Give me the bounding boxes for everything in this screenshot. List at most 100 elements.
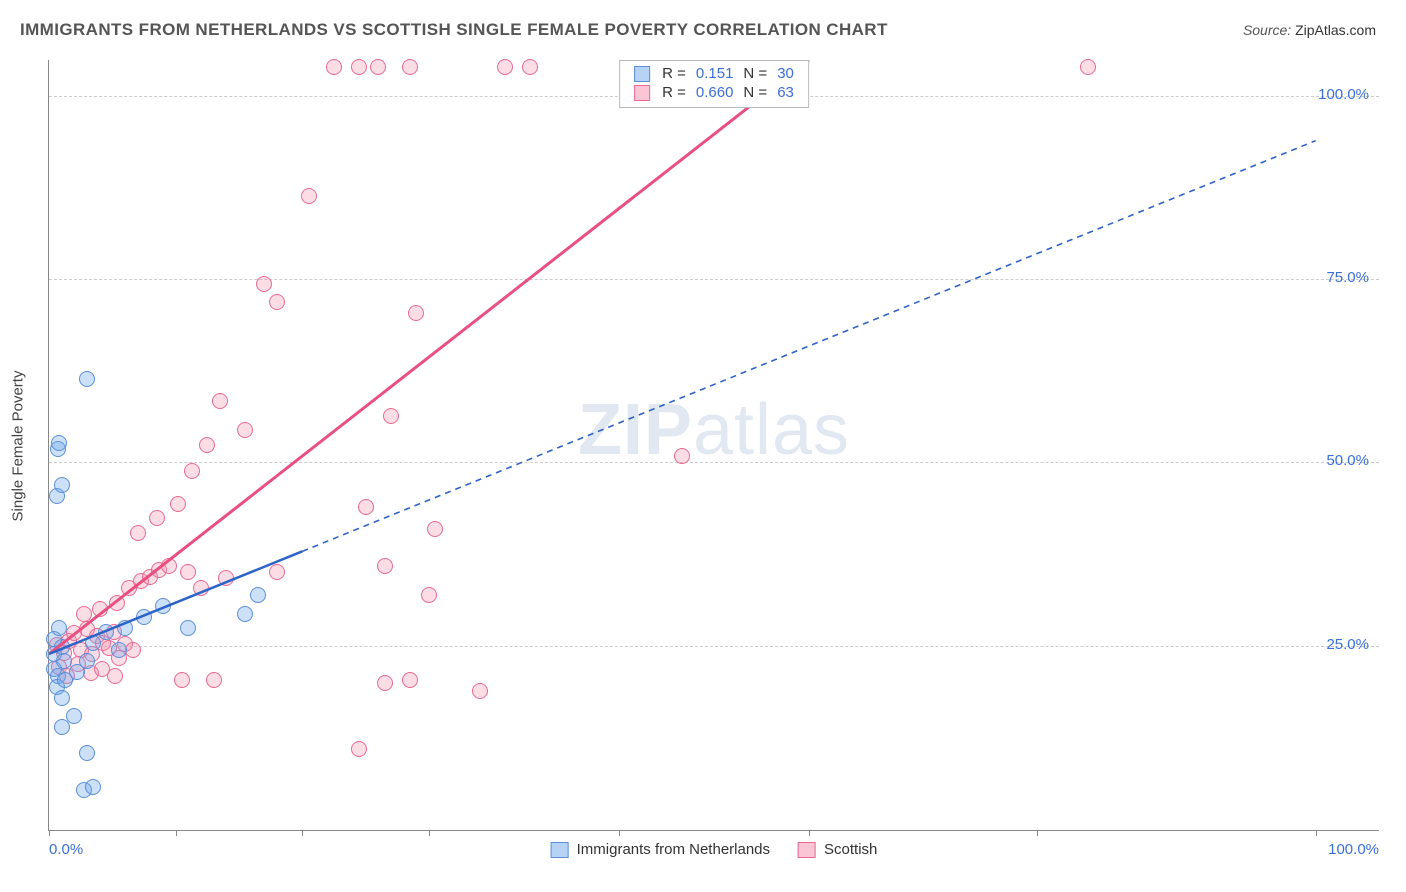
- n-value-blue: 30: [777, 65, 794, 82]
- legend-label-blue: Immigrants from Netherlands: [577, 841, 770, 858]
- correlation-legend: R = 0.151 N = 30 R = 0.660 N = 63: [619, 60, 809, 108]
- y-axis-label: Single Female Poverty: [10, 371, 27, 522]
- data-point-blue: [136, 609, 152, 625]
- n-label: N =: [743, 84, 767, 101]
- data-point-pink: [193, 580, 209, 596]
- y-tick-label: 50.0%: [1326, 452, 1369, 469]
- data-point-blue: [85, 635, 101, 651]
- data-point-pink: [269, 294, 285, 310]
- data-point-pink: [377, 558, 393, 574]
- data-point-pink: [170, 496, 186, 512]
- x-tick-label-min: 0.0%: [49, 841, 83, 858]
- data-point-pink: [184, 463, 200, 479]
- data-point-blue: [54, 719, 70, 735]
- x-tick-mark: [1316, 830, 1317, 836]
- data-point-pink: [674, 448, 690, 464]
- gridline: [49, 462, 1379, 463]
- source-label: Source:: [1243, 22, 1291, 38]
- r-label: R =: [662, 65, 686, 82]
- gridline: [49, 646, 1379, 647]
- data-point-pink: [522, 59, 538, 75]
- gridline: [49, 279, 1379, 280]
- trend-line-blue-dashed: [302, 141, 1315, 552]
- y-tick-label: 100.0%: [1318, 86, 1369, 103]
- x-tick-mark: [1037, 830, 1038, 836]
- data-point-pink: [256, 276, 272, 292]
- data-point-pink: [161, 558, 177, 574]
- data-point-pink: [174, 672, 190, 688]
- n-label: N =: [743, 65, 767, 82]
- data-point-pink: [92, 601, 108, 617]
- legend-swatch-blue: [551, 842, 569, 858]
- data-point-pink: [351, 741, 367, 757]
- data-point-blue: [85, 779, 101, 795]
- data-point-pink: [408, 305, 424, 321]
- data-point-blue: [54, 690, 70, 706]
- series-legend: Immigrants from Netherlands Scottish: [551, 841, 878, 858]
- data-point-pink: [107, 668, 123, 684]
- legend-swatch-blue: [634, 66, 650, 82]
- y-tick-label: 75.0%: [1326, 269, 1369, 286]
- watermark: ZIPatlas: [578, 389, 850, 471]
- x-tick-mark: [176, 830, 177, 836]
- legend-swatch-pink: [634, 85, 650, 101]
- data-point-pink: [1080, 59, 1096, 75]
- data-point-pink: [180, 564, 196, 580]
- data-point-pink: [402, 672, 418, 688]
- data-point-pink: [370, 59, 386, 75]
- chart-container: IMMIGRANTS FROM NETHERLANDS VS SCOTTISH …: [0, 0, 1406, 892]
- data-point-blue: [54, 477, 70, 493]
- source-value: ZipAtlas.com: [1295, 22, 1376, 38]
- r-value-pink: 0.660: [696, 84, 734, 101]
- trend-lines: [49, 60, 1379, 830]
- data-point-pink: [351, 59, 367, 75]
- data-point-blue: [180, 620, 196, 636]
- data-point-pink: [301, 188, 317, 204]
- data-point-blue: [66, 708, 82, 724]
- x-tick-mark: [49, 830, 50, 836]
- data-point-pink: [237, 422, 253, 438]
- data-point-blue: [98, 624, 114, 640]
- x-tick-mark: [302, 830, 303, 836]
- data-point-blue: [79, 371, 95, 387]
- data-point-blue: [54, 639, 70, 655]
- data-point-pink: [76, 606, 92, 622]
- watermark-atlas: atlas: [693, 390, 850, 470]
- data-point-blue: [79, 653, 95, 669]
- data-point-blue: [155, 598, 171, 614]
- legend-item-blue: Immigrants from Netherlands: [551, 841, 770, 858]
- legend-item-pink: Scottish: [798, 841, 877, 858]
- data-point-pink: [125, 642, 141, 658]
- data-point-pink: [421, 587, 437, 603]
- data-point-pink: [199, 437, 215, 453]
- data-point-pink: [383, 408, 399, 424]
- data-point-pink: [218, 570, 234, 586]
- data-point-blue: [51, 620, 67, 636]
- data-point-pink: [206, 672, 222, 688]
- data-point-pink: [212, 393, 228, 409]
- x-tick-mark: [619, 830, 620, 836]
- plot-area: ZIPatlas R = 0.151 N = 30 R = 0.660 N = …: [48, 60, 1379, 831]
- data-point-blue: [111, 642, 127, 658]
- data-point-pink: [130, 525, 146, 541]
- data-point-blue: [51, 435, 67, 451]
- chart-title: IMMIGRANTS FROM NETHERLANDS VS SCOTTISH …: [20, 20, 888, 40]
- x-tick-mark: [809, 830, 810, 836]
- data-point-blue: [117, 620, 133, 636]
- data-point-pink: [497, 59, 513, 75]
- legend-label-pink: Scottish: [824, 841, 877, 858]
- legend-swatch-pink: [798, 842, 816, 858]
- data-point-pink: [377, 675, 393, 691]
- data-point-pink: [402, 59, 418, 75]
- data-point-blue: [250, 587, 266, 603]
- source-credit: Source: ZipAtlas.com: [1243, 22, 1376, 38]
- data-point-pink: [326, 59, 342, 75]
- data-point-blue: [237, 606, 253, 622]
- data-point-pink: [358, 499, 374, 515]
- data-point-pink: [109, 595, 125, 611]
- x-tick-label-max: 100.0%: [1328, 841, 1379, 858]
- data-point-pink: [269, 564, 285, 580]
- n-value-pink: 63: [777, 84, 794, 101]
- data-point-pink: [427, 521, 443, 537]
- data-point-pink: [149, 510, 165, 526]
